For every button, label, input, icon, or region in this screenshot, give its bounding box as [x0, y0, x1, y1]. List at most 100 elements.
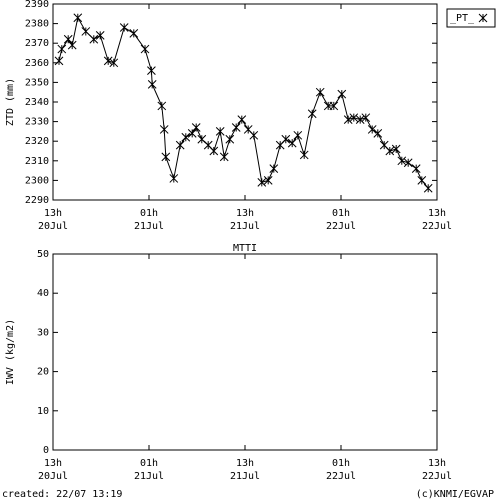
- x-tick-label: 13h: [428, 458, 446, 469]
- data-point: [263, 176, 273, 185]
- y-axis-label: ZTD (mm): [5, 78, 16, 126]
- created-note: created: 22/07 13:19: [2, 489, 122, 500]
- x-tick-label: 22Jul: [422, 221, 452, 232]
- data-point: [109, 58, 119, 68]
- data-point: [215, 127, 225, 136]
- y-tick-label: 40: [37, 288, 49, 299]
- data-point: [417, 176, 427, 185]
- data-point: [187, 129, 197, 138]
- y-tick-label: 2330: [25, 117, 49, 128]
- data-point: [161, 152, 171, 162]
- data-point: [397, 156, 407, 166]
- x-tick-label: 21Jul: [134, 221, 164, 232]
- x-tick-label: 20Jul: [38, 221, 68, 232]
- plot-frame: [52, 3, 438, 201]
- data-point: [411, 164, 421, 173]
- y-tick-label: 2340: [25, 97, 49, 108]
- data-point: [169, 174, 179, 183]
- data-point: [63, 34, 73, 44]
- data-point: [315, 87, 325, 97]
- data-point: [181, 132, 191, 142]
- y-axis-label: IWV (kg/m2): [5, 319, 16, 385]
- data-point: [349, 113, 359, 123]
- x-tick-label: 01h: [140, 208, 158, 219]
- data-point: [391, 144, 401, 154]
- data-point: [231, 123, 241, 132]
- data-point: [95, 31, 105, 40]
- data-point: [209, 146, 219, 156]
- x-tick-label: 21Jul: [134, 471, 164, 482]
- y-tick-label: 10: [37, 406, 49, 417]
- y-tick-label: 30: [37, 327, 49, 338]
- x-tick-label: 13h: [428, 208, 446, 219]
- x-tick-label: 13h: [44, 458, 62, 469]
- data-point: [361, 113, 371, 123]
- legend-marker: [478, 13, 488, 23]
- data-point: [157, 101, 167, 111]
- x-tick-label: 13h: [236, 208, 254, 219]
- data-point: [423, 183, 433, 193]
- y-tick-label: 50: [37, 249, 49, 260]
- x-tick-label: 01h: [332, 208, 350, 219]
- plot-frame: [52, 253, 438, 451]
- data-point: [191, 123, 201, 132]
- data-point: [269, 164, 279, 173]
- data-point: [140, 44, 150, 54]
- data-point: [147, 66, 156, 75]
- data-point: [57, 44, 67, 54]
- data-point: [73, 13, 83, 23]
- x-tick-label: 21Jul: [230, 471, 260, 482]
- data-point: [237, 115, 247, 124]
- x-tick-label: 22Jul: [422, 471, 452, 482]
- data-point: [367, 125, 377, 134]
- data-point: [373, 129, 383, 138]
- y-tick-label: 2310: [25, 156, 49, 167]
- y-tick-label: 2290: [25, 195, 49, 206]
- data-point: [67, 40, 77, 50]
- legend-box: [446, 8, 496, 28]
- data-point: [337, 89, 347, 99]
- data-line: [58, 16, 429, 189]
- data-point: [89, 34, 99, 44]
- data-point: [249, 130, 259, 140]
- chart-title: MTTI: [233, 243, 257, 254]
- data-point: [103, 56, 113, 66]
- data-point: [81, 27, 91, 36]
- data-point: [175, 140, 185, 150]
- x-tick-label: 21Jul: [230, 221, 260, 232]
- data-point: [129, 29, 139, 38]
- y-tick-label: 2370: [25, 38, 49, 49]
- x-tick-label: 22Jul: [326, 471, 356, 482]
- data-point: [403, 158, 413, 168]
- data-point: [293, 130, 303, 140]
- data-point: [343, 115, 353, 124]
- data-point: [147, 80, 157, 89]
- y-tick-label: 2390: [25, 0, 49, 10]
- y-tick-label: 2300: [25, 175, 49, 186]
- data-point: [355, 115, 365, 124]
- data-point: [119, 23, 129, 32]
- data-point: [329, 101, 339, 111]
- data-point: [159, 125, 169, 134]
- y-tick-label: 2360: [25, 58, 49, 69]
- data-point: [257, 178, 267, 187]
- x-tick-label: 01h: [140, 458, 158, 469]
- x-tick-label: 13h: [236, 458, 254, 469]
- y-tick-label: 2320: [25, 136, 49, 147]
- data-point: [54, 56, 64, 66]
- x-tick-label: 20Jul: [38, 471, 68, 482]
- data-point: [307, 109, 317, 119]
- legend-label: _PT_: [450, 13, 475, 24]
- x-tick-label: 01h: [332, 458, 350, 469]
- credit-note: (c)KNMI/EGVAP: [416, 489, 494, 500]
- data-point: [281, 134, 291, 144]
- y-tick-label: 2350: [25, 77, 49, 88]
- data-point: [385, 146, 395, 156]
- x-tick-label: 22Jul: [326, 221, 356, 232]
- y-tick-label: 20: [37, 367, 49, 378]
- data-point: [219, 152, 229, 162]
- x-tick-label: 13h: [44, 208, 62, 219]
- y-tick-label: 0: [43, 445, 49, 456]
